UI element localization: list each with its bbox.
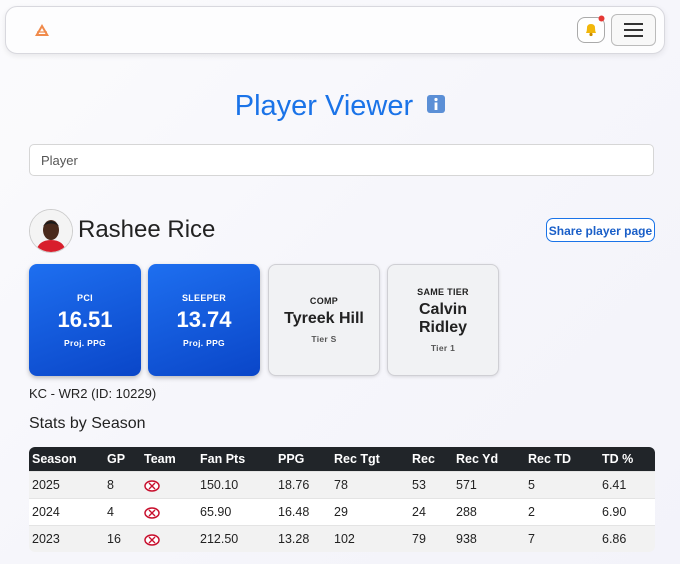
navbar <box>5 6 665 54</box>
table-cell: 6.41 <box>602 478 627 492</box>
table-header: Season GP Team Fan Pts PPG Rec Tgt Rec Rec Yd Re… <box>29 447 655 471</box>
card-sub: Proj. PPG <box>64 337 106 348</box>
stat-card[interactable]: PCI 16.51 Proj. PPG <box>29 264 141 376</box>
table-cell: 16 <box>107 532 121 546</box>
table-row: 2023 16 212.50 13.28 102 79 938 7 6.86 <box>29 525 655 552</box>
table-cell: 6.90 <box>602 505 627 519</box>
table-cell: 288 <box>456 505 477 519</box>
column-header[interactable]: Fan Pts <box>200 452 246 466</box>
table-cell: 2023 <box>32 532 60 546</box>
table-cell: 18.76 <box>278 478 310 492</box>
column-header[interactable]: GP <box>107 452 126 466</box>
card-label: PCI <box>77 292 93 303</box>
card-label: COMP <box>309 296 339 306</box>
notifications-button[interactable] <box>577 15 605 43</box>
column-header[interactable]: TD % <box>602 452 634 466</box>
info-icon[interactable] <box>427 95 446 113</box>
team-logo <box>144 507 160 519</box>
table-cell: 79 <box>412 532 426 546</box>
player-meta: KC - WR2 (ID: 10229) <box>29 386 157 401</box>
column-header[interactable]: Season <box>32 452 77 466</box>
table-row: 2025 8 150.10 18.76 78 53 571 5 6.41 <box>29 471 655 498</box>
table-cell: 2025 <box>32 478 60 492</box>
player-search[interactable]: Player <box>29 144 654 176</box>
card-value: 13.74 <box>176 306 232 332</box>
card-sub: Tier 1 <box>430 343 456 353</box>
table-cell: 571 <box>456 478 477 492</box>
logo[interactable] <box>34 23 50 37</box>
card-label: SLEEPER <box>181 292 227 303</box>
card-label: SAME TIER <box>417 287 469 297</box>
table-cell: 8 <box>107 478 114 492</box>
bell-icon <box>586 24 596 37</box>
table-cell: 2024 <box>32 505 60 519</box>
stat-card[interactable]: SAME TIER Calvin Ridley Tier 1 <box>387 264 499 376</box>
share-button[interactable]: Share player page <box>546 218 655 242</box>
card-value: Tyreek Hill <box>284 310 364 327</box>
badge <box>598 15 605 22</box>
table-cell: 16.48 <box>278 505 310 519</box>
card-sub: Proj. PPG <box>183 337 225 348</box>
table-cell: 6.86 <box>602 532 627 546</box>
table-cell: 102 <box>334 532 355 546</box>
table-cell: 7 <box>528 532 535 546</box>
column-header[interactable]: Rec Tgt <box>334 452 380 466</box>
stat-card[interactable]: COMP Tyreek Hill Tier S <box>268 264 380 376</box>
stat-card[interactable]: SLEEPER 13.74 Proj. PPG <box>148 264 260 376</box>
page-title: Player Viewer <box>0 90 680 123</box>
column-header[interactable]: Rec Yd <box>456 452 499 466</box>
table-cell: 938 <box>456 532 477 546</box>
table-cell: 29 <box>334 505 348 519</box>
table-cell: 2 <box>528 505 535 519</box>
player-avatar <box>29 209 73 253</box>
table-cell: 13.28 <box>278 532 310 546</box>
column-header[interactable]: PPG <box>278 452 305 466</box>
column-header[interactable]: Rec <box>412 452 435 466</box>
menu-button[interactable] <box>611 14 656 46</box>
card-value: 16.51 <box>57 306 113 332</box>
stats-table: Season GP Team Fan Pts PPG Rec Tgt Rec Rec Yd Re… <box>29 447 655 552</box>
table-cell: 150.10 <box>200 478 239 492</box>
team-logo <box>144 480 160 492</box>
card-sub: Tier S <box>311 334 337 344</box>
player-name: Rashee Rice <box>78 216 216 243</box>
card-value: Calvin Ridley <box>418 301 467 336</box>
avatar-image <box>30 210 72 252</box>
table-row: 2024 4 65.90 16.48 29 24 288 2 6.90 <box>29 498 655 525</box>
column-header[interactable]: Team <box>144 452 176 466</box>
column-header[interactable]: Rec TD <box>528 452 572 466</box>
table-cell: 4 <box>107 505 114 519</box>
team-logo <box>144 534 160 546</box>
section-title: Stats by Season <box>29 415 146 432</box>
title-text: Player Viewer <box>234 90 414 122</box>
table-cell: 53 <box>412 478 426 492</box>
table-cell: 65.90 <box>200 505 232 519</box>
hamburger-icon <box>624 23 643 37</box>
table-cell: 212.50 <box>200 532 239 546</box>
table-cell: 78 <box>334 478 348 492</box>
table-cell: 24 <box>412 505 426 519</box>
table-cell: 5 <box>528 478 535 492</box>
